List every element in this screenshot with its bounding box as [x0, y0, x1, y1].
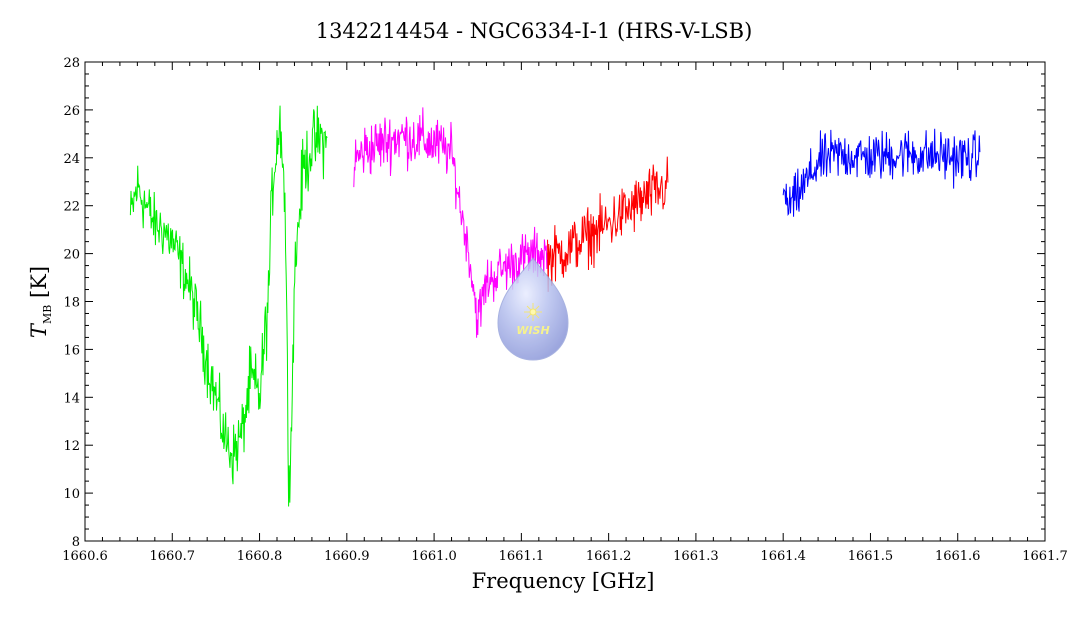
x-axis-label: Frequency [GHz]: [472, 569, 655, 593]
y-tick-label: 26: [63, 104, 80, 119]
star-icon: [524, 303, 542, 321]
x-tick-label: 1660.7: [150, 549, 196, 564]
x-tick-label: 1661.6: [935, 549, 981, 564]
x-tick-label: 1661.0: [411, 549, 457, 564]
y-tick-label: 22: [63, 200, 80, 215]
logo-text: WISH: [516, 324, 549, 337]
y-tick-label: 10: [63, 487, 80, 502]
x-tick-label: 1660.6: [62, 549, 108, 564]
wish-logo: WISH: [497, 257, 569, 361]
x-tick-label: 1661.7: [1022, 549, 1068, 564]
y-tick-label: 20: [63, 248, 80, 263]
x-tick-label: 1661.3: [673, 549, 719, 564]
y-tick-label: 24: [63, 152, 80, 167]
spectrum-series-1: [353, 107, 548, 338]
plot-frame: [84, 61, 1046, 542]
y-tick-label: 12: [63, 439, 80, 454]
spectrum-series-2: [547, 156, 669, 292]
x-tick-label: 1660.8: [237, 549, 283, 564]
x-tick-label: 1660.9: [324, 549, 370, 564]
y-tick-label: 28: [63, 56, 80, 71]
spectrum-series-0: [129, 105, 328, 507]
x-tick-label: 1661.4: [760, 549, 806, 564]
x-tick-label: 1661.2: [586, 549, 632, 564]
x-axis: 1660.6 1660.7 1660.8 1660.9 1661.0 1661.1 1661…: [62, 62, 1068, 564]
y-axis-label: TMB [K]: [27, 266, 54, 338]
chart-title: 1342214454 - NGC6334-I-1 (HRS-V-LSB): [316, 19, 753, 43]
x-tick-label: 1661.5: [848, 549, 894, 564]
y-tick-label: 16: [63, 343, 80, 358]
y-tick-label: 8: [72, 535, 80, 550]
y-tick-label: 18: [63, 296, 80, 311]
x-tick-label: 1661.1: [499, 549, 545, 564]
spectrum-series-3: [782, 128, 981, 217]
y-axis: 8 10 12 14 16 18 20 22 24 26 28: [63, 56, 1045, 550]
y-tick-label: 14: [63, 391, 80, 406]
series-layer: [129, 105, 981, 507]
